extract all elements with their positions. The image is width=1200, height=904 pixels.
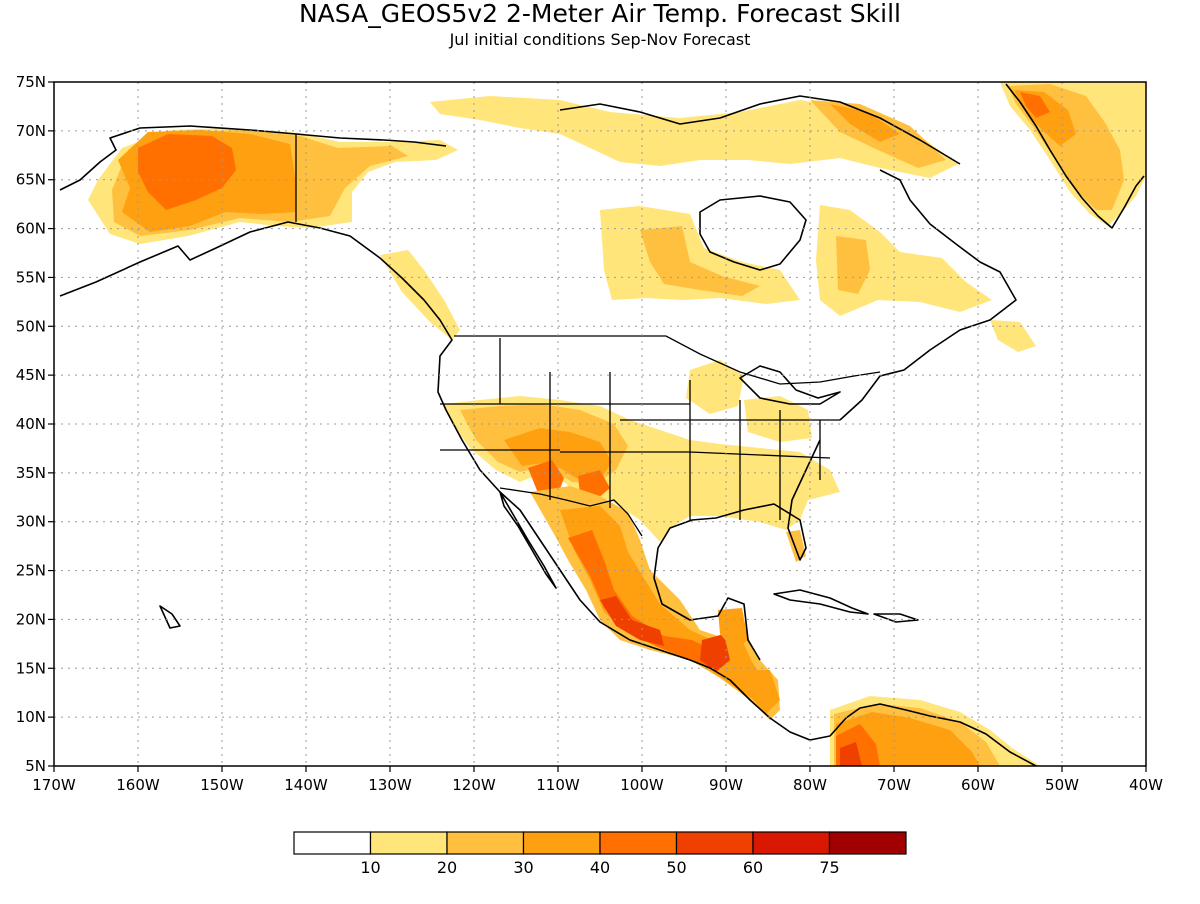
coastline-cuba (773, 589, 869, 615)
legend-label: 40 (590, 858, 610, 877)
coastline-alaska (59, 221, 831, 741)
map-subtitle: Jul initial conditions Sep-Nov Forecast (449, 30, 751, 49)
x-tick-label: 150W (200, 776, 244, 794)
y-tick-label: 10N (16, 708, 46, 726)
x-tick-label: 100W (620, 776, 664, 794)
shade-midwest (686, 360, 744, 414)
coastline-hudson-bay (699, 195, 807, 271)
shade-greenland-4 (1020, 92, 1050, 118)
y-tick-label: 15N (16, 659, 46, 677)
coastline-baja (499, 491, 557, 589)
shade-guatemala-60 (700, 634, 730, 672)
color-legend: 10 20 30 40 50 60 75 (293, 831, 907, 877)
legend-label: 20 (437, 858, 457, 877)
shade-mexico-60 (600, 596, 664, 646)
legend-swatch (522, 831, 601, 855)
skill-shading (88, 82, 1146, 766)
coastline-hispaniola (873, 613, 919, 623)
y-tick-label: 20N (16, 610, 46, 628)
legend-swatch (446, 831, 525, 855)
shade-alaska-50 (138, 134, 236, 210)
grid-lines (54, 82, 1146, 766)
coastline-east (839, 169, 1017, 421)
shade-hudson-2 (640, 226, 760, 296)
coastline-greenland (1005, 83, 1145, 229)
x-tick-label: 60W (961, 776, 995, 794)
y-tick-label: 45N (16, 366, 46, 384)
legend-swatch (293, 831, 372, 855)
y-tick-label: 5N (25, 757, 46, 775)
x-tick-label: 110W (536, 776, 580, 794)
coastline-great-lakes (739, 365, 841, 405)
shade-newfoundland (990, 320, 1036, 352)
y-tick-label: 65N (16, 171, 46, 189)
y-tick-label: 50N (16, 317, 46, 335)
legend-swatch (828, 831, 907, 855)
map-title: NASA_GEOS5v2 2-Meter Air Temp. Forecast … (299, 0, 901, 28)
coastline-south-america (829, 703, 1037, 766)
x-tick-label: 160W (116, 776, 160, 794)
x-tick-label: 120W (452, 776, 496, 794)
shade-central-am-40 (740, 670, 780, 714)
y-tick-label: 35N (16, 464, 46, 482)
y-tick-label: 25N (16, 562, 46, 580)
x-tick-label: 50W (1045, 776, 1079, 794)
legend-label: 60 (743, 858, 763, 877)
y-tick-label: 60N (16, 220, 46, 238)
border-states (440, 338, 840, 520)
legend-swatch (599, 831, 678, 855)
coastline-gulf (653, 439, 821, 661)
coastline-alaska-north (59, 125, 447, 191)
legend-label: 10 (360, 858, 380, 877)
shade-labrador-2 (836, 236, 870, 294)
coastlines (59, 83, 1145, 766)
x-tick-label: 80W (793, 776, 827, 794)
y-tick-label: 75N (16, 73, 46, 91)
y-tick-label: 55N (16, 268, 46, 286)
legend-swatch (752, 831, 831, 855)
legend-label: 30 (513, 858, 533, 877)
y-tick-label: 30N (16, 513, 46, 531)
shade-sa-60 (840, 742, 862, 766)
x-tick-label: 130W (368, 776, 412, 794)
x-tick-label: 90W (709, 776, 743, 794)
shade-arctic-3 (830, 104, 900, 142)
x-tick-label: 40W (1129, 776, 1163, 794)
border-us-canada (454, 335, 881, 385)
legend-label: 75 (819, 858, 839, 877)
shade-ohio (744, 396, 812, 442)
legend-label: 50 (666, 858, 686, 877)
x-tick-label: 170W (32, 776, 76, 794)
border-us-mexico (499, 487, 643, 537)
y-tick-label: 70N (16, 122, 46, 140)
x-axis: 170W 160W 150W 140W 130W 120W 110W 100W 90W 80W 70… (32, 766, 1163, 794)
y-tick-label: 40N (16, 415, 46, 433)
shade-yucatan-40 (718, 608, 748, 650)
legend-swatch (675, 831, 754, 855)
political-borders (295, 134, 881, 537)
x-tick-label: 70W (877, 776, 911, 794)
coastline-arctic-islands (559, 95, 961, 165)
legend-swatch (369, 831, 448, 855)
coastline-hawaii (159, 605, 181, 629)
y-axis: 75N 70N 65N 60N 55N 50N 45N 40N 35N 30N 25N 20N 15N 1… (16, 73, 54, 775)
x-tick-label: 140W (284, 776, 328, 794)
